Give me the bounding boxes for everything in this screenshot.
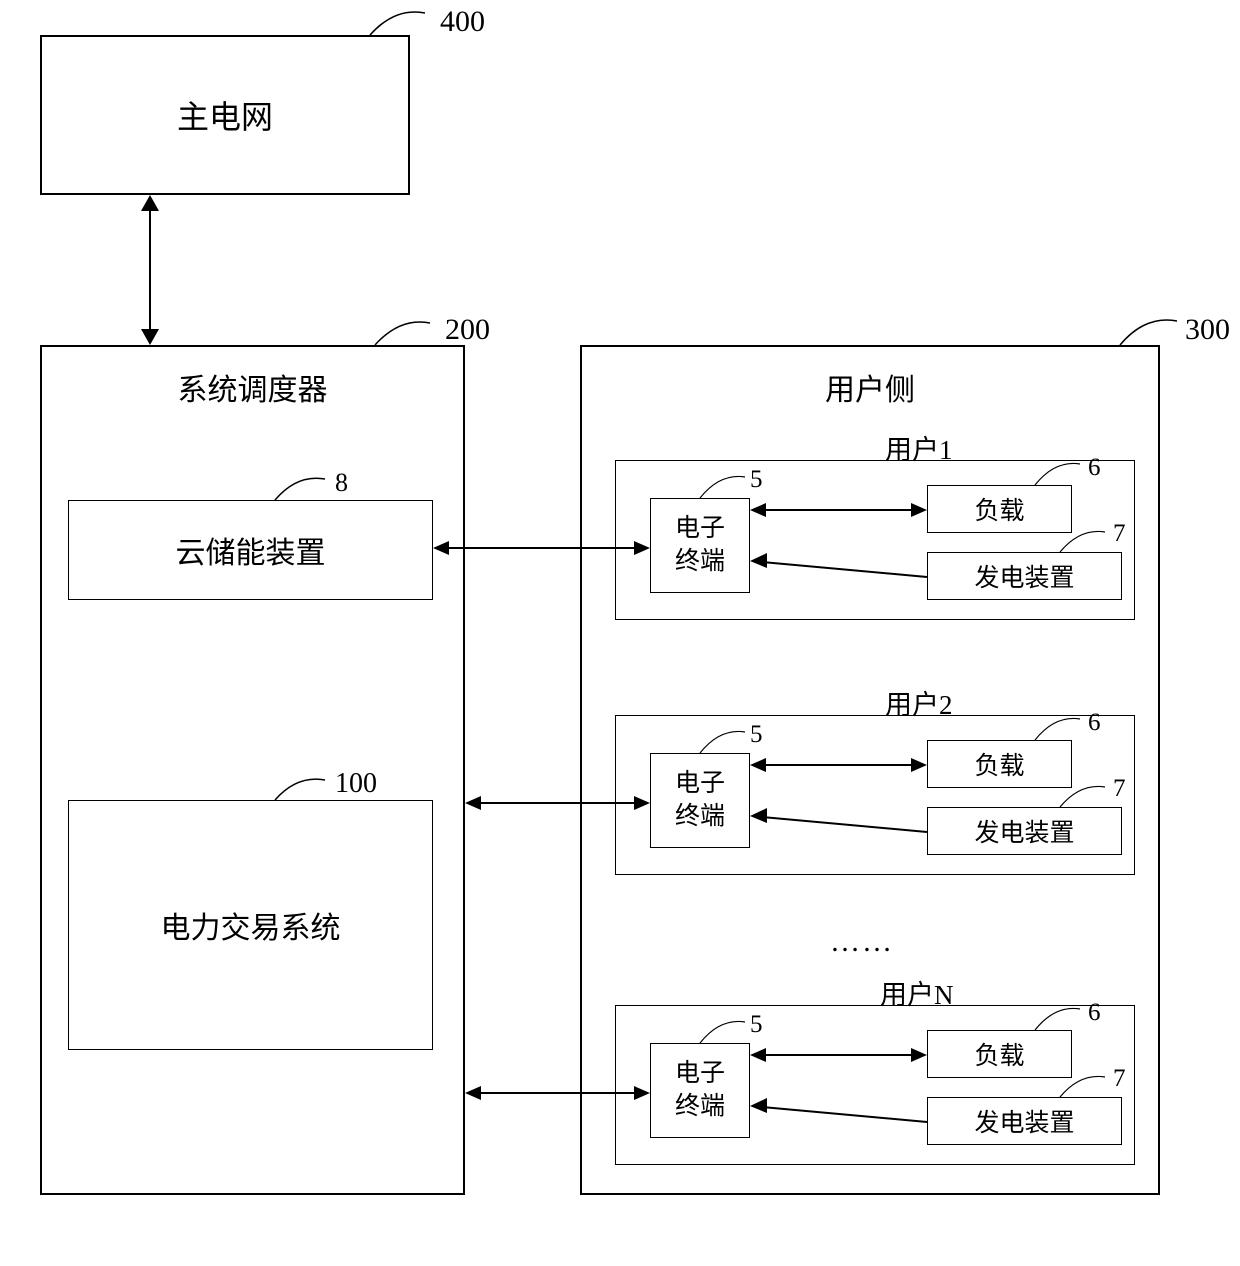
usern-terminal-l1: 电子 (675, 1058, 725, 1091)
ref-user-side: 300 (1185, 313, 1230, 347)
leader-u2-load (1035, 717, 1085, 742)
leader-trading (275, 778, 330, 804)
leader-un-terminal (700, 1020, 750, 1045)
ref-main-grid: 400 (440, 5, 485, 39)
usern-gen-box: 发电装置 (927, 1097, 1122, 1145)
ref-scheduler: 200 (445, 313, 490, 347)
leader-un-gen (1060, 1075, 1110, 1100)
ref-un-load: 6 (1088, 999, 1101, 1027)
leader-user-side (1120, 318, 1180, 348)
main-grid-label: 主电网 (177, 92, 273, 138)
ref-u1-gen: 7 (1113, 520, 1126, 548)
user2-terminal-l1: 电子 (675, 768, 725, 801)
user2-load-box: 负载 (927, 740, 1072, 788)
leader-u2-gen (1060, 785, 1110, 810)
ellipsis: …… (830, 925, 894, 959)
main-grid-box: 主电网 (40, 35, 410, 195)
arrow-un-term-load (750, 1045, 927, 1065)
leader-un-load (1035, 1007, 1085, 1032)
arrow-sched-usern (465, 1083, 650, 1103)
ref-cloud: 8 (335, 468, 348, 498)
leader-scheduler (375, 320, 435, 350)
arrow-u2-gen-term (750, 810, 927, 840)
ref-u1-load: 6 (1088, 454, 1101, 482)
leader-cloud (275, 477, 330, 503)
user1-gen-box: 发电装置 (927, 552, 1122, 600)
user2-gen-box: 发电装置 (927, 807, 1122, 855)
leader-u1-terminal (700, 475, 750, 500)
leader-u1-load (1035, 462, 1085, 487)
user1-load-box: 负载 (927, 485, 1072, 533)
trading-system-box: 电力交易系统 (68, 800, 433, 1050)
user1-title: 用户1 (885, 428, 953, 467)
leader-main-grid (370, 10, 430, 40)
arrow-sched-user2 (465, 793, 650, 813)
leader-u2-terminal (700, 730, 750, 755)
usern-title: 用户N (880, 973, 954, 1012)
leader-u1-gen (1060, 530, 1110, 555)
ref-u1-terminal: 5 (750, 466, 763, 494)
cloud-storage-box: 云储能装置 (68, 500, 433, 600)
usern-gen-label: 发电装置 (974, 1103, 1074, 1139)
usern-terminal-box: 电子 终端 (650, 1043, 750, 1138)
user1-terminal-l2: 终端 (675, 546, 725, 579)
user-side-label: 用户侧 (825, 374, 915, 407)
user2-terminal-l2: 终端 (675, 801, 725, 834)
arrow-un-gen-term (750, 1100, 927, 1130)
user2-title: 用户2 (885, 683, 953, 722)
user1-load-label: 负载 (974, 491, 1024, 527)
user2-gen-label: 发电装置 (974, 813, 1074, 849)
user1-gen-label: 发电装置 (974, 558, 1074, 594)
arrow-main-to-scheduler (135, 195, 165, 345)
user1-terminal-box: 电子 终端 (650, 498, 750, 593)
trading-system-label: 电力交易系统 (161, 903, 341, 947)
arrow-cloud-user1 (433, 538, 650, 558)
ref-u2-load: 6 (1088, 709, 1101, 737)
ref-un-terminal: 5 (750, 1011, 763, 1039)
usern-load-label: 负载 (974, 1036, 1024, 1072)
scheduler-label: 系统调度器 (178, 374, 328, 407)
ref-u2-gen: 7 (1113, 775, 1126, 803)
cloud-storage-label: 云储能装置 (176, 528, 326, 572)
ref-u2-terminal: 5 (750, 721, 763, 749)
arrow-u2-term-load (750, 755, 927, 775)
user2-terminal-box: 电子 终端 (650, 753, 750, 848)
ref-un-gen: 7 (1113, 1065, 1126, 1093)
user1-terminal-l1: 电子 (675, 513, 725, 546)
usern-load-box: 负载 (927, 1030, 1072, 1078)
arrow-u1-gen-term (750, 555, 927, 585)
usern-terminal-l2: 终端 (675, 1091, 725, 1124)
arrow-u1-term-load (750, 500, 927, 520)
ref-trading: 100 (335, 768, 377, 800)
scheduler-box: 系统调度器 (40, 345, 465, 1195)
user2-load-label: 负载 (974, 746, 1024, 782)
